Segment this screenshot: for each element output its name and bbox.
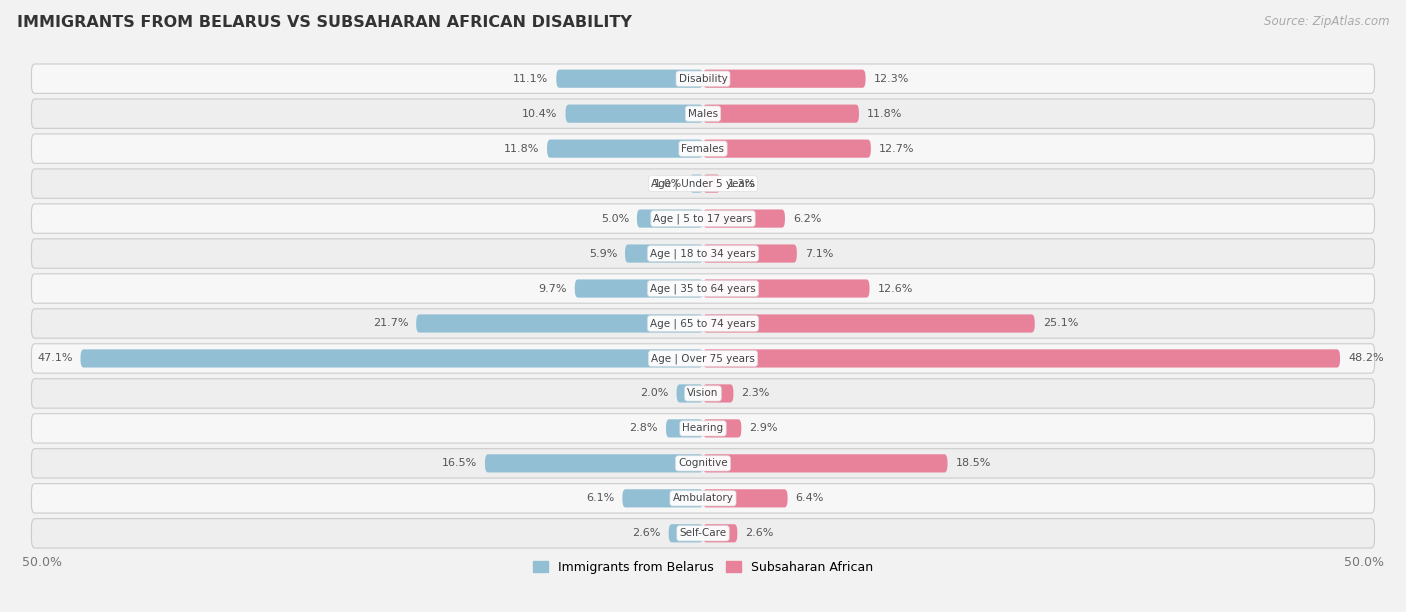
Text: 16.5%: 16.5%	[441, 458, 477, 468]
FancyBboxPatch shape	[31, 134, 1375, 163]
FancyBboxPatch shape	[666, 419, 703, 438]
Text: 9.7%: 9.7%	[538, 283, 567, 294]
Text: 1.0%: 1.0%	[654, 179, 682, 188]
FancyBboxPatch shape	[31, 518, 1375, 548]
FancyBboxPatch shape	[703, 244, 797, 263]
FancyBboxPatch shape	[31, 64, 1375, 94]
Text: 2.3%: 2.3%	[741, 389, 769, 398]
FancyBboxPatch shape	[31, 449, 1375, 478]
FancyBboxPatch shape	[703, 454, 948, 472]
Legend: Immigrants from Belarus, Subsaharan African: Immigrants from Belarus, Subsaharan Afri…	[527, 556, 879, 579]
FancyBboxPatch shape	[31, 239, 1375, 268]
FancyBboxPatch shape	[80, 349, 703, 368]
Text: 7.1%: 7.1%	[804, 248, 834, 258]
Text: Self-Care: Self-Care	[679, 528, 727, 539]
Text: 1.3%: 1.3%	[728, 179, 756, 188]
FancyBboxPatch shape	[31, 274, 1375, 303]
Text: 10.4%: 10.4%	[522, 109, 558, 119]
Text: 11.8%: 11.8%	[868, 109, 903, 119]
Text: 21.7%: 21.7%	[373, 318, 408, 329]
FancyBboxPatch shape	[547, 140, 703, 158]
Text: 6.4%: 6.4%	[796, 493, 824, 503]
Text: 48.2%: 48.2%	[1348, 354, 1384, 364]
FancyBboxPatch shape	[703, 419, 741, 438]
FancyBboxPatch shape	[31, 483, 1375, 513]
FancyBboxPatch shape	[703, 70, 866, 88]
Text: 2.6%: 2.6%	[745, 528, 773, 539]
Text: 12.6%: 12.6%	[877, 283, 912, 294]
FancyBboxPatch shape	[637, 209, 703, 228]
Text: 5.9%: 5.9%	[589, 248, 617, 258]
FancyBboxPatch shape	[626, 244, 703, 263]
FancyBboxPatch shape	[31, 99, 1375, 129]
FancyBboxPatch shape	[690, 174, 703, 193]
Text: Age | 65 to 74 years: Age | 65 to 74 years	[650, 318, 756, 329]
FancyBboxPatch shape	[703, 280, 869, 297]
FancyBboxPatch shape	[703, 140, 870, 158]
Text: 6.1%: 6.1%	[586, 493, 614, 503]
FancyBboxPatch shape	[575, 280, 703, 297]
Text: 12.7%: 12.7%	[879, 144, 914, 154]
Text: 25.1%: 25.1%	[1043, 318, 1078, 329]
Text: 18.5%: 18.5%	[956, 458, 991, 468]
FancyBboxPatch shape	[703, 315, 1035, 332]
Text: 2.9%: 2.9%	[749, 424, 778, 433]
Text: Hearing: Hearing	[682, 424, 724, 433]
Text: 6.2%: 6.2%	[793, 214, 821, 223]
Text: Age | 18 to 34 years: Age | 18 to 34 years	[650, 248, 756, 259]
FancyBboxPatch shape	[31, 169, 1375, 198]
Text: Age | 35 to 64 years: Age | 35 to 64 years	[650, 283, 756, 294]
FancyBboxPatch shape	[703, 105, 859, 123]
FancyBboxPatch shape	[669, 524, 703, 542]
Text: Age | Under 5 years: Age | Under 5 years	[651, 178, 755, 189]
FancyBboxPatch shape	[703, 174, 720, 193]
FancyBboxPatch shape	[703, 349, 1340, 368]
Text: Disability: Disability	[679, 73, 727, 84]
FancyBboxPatch shape	[703, 384, 734, 403]
Text: Males: Males	[688, 109, 718, 119]
Text: Vision: Vision	[688, 389, 718, 398]
Text: 11.8%: 11.8%	[503, 144, 538, 154]
FancyBboxPatch shape	[676, 384, 703, 403]
Text: 5.0%: 5.0%	[600, 214, 628, 223]
Text: Age | Over 75 years: Age | Over 75 years	[651, 353, 755, 364]
FancyBboxPatch shape	[557, 70, 703, 88]
FancyBboxPatch shape	[565, 105, 703, 123]
Text: IMMIGRANTS FROM BELARUS VS SUBSAHARAN AFRICAN DISABILITY: IMMIGRANTS FROM BELARUS VS SUBSAHARAN AF…	[17, 15, 631, 31]
Text: Females: Females	[682, 144, 724, 154]
FancyBboxPatch shape	[703, 209, 785, 228]
Text: 12.3%: 12.3%	[873, 73, 908, 84]
FancyBboxPatch shape	[31, 309, 1375, 338]
Text: 2.0%: 2.0%	[640, 389, 669, 398]
FancyBboxPatch shape	[623, 489, 703, 507]
Text: Cognitive: Cognitive	[678, 458, 728, 468]
FancyBboxPatch shape	[416, 315, 703, 332]
FancyBboxPatch shape	[703, 489, 787, 507]
FancyBboxPatch shape	[703, 524, 737, 542]
Text: 2.6%: 2.6%	[633, 528, 661, 539]
Text: 11.1%: 11.1%	[513, 73, 548, 84]
Text: 2.8%: 2.8%	[630, 424, 658, 433]
Text: Age | 5 to 17 years: Age | 5 to 17 years	[654, 214, 752, 224]
FancyBboxPatch shape	[31, 379, 1375, 408]
FancyBboxPatch shape	[31, 344, 1375, 373]
FancyBboxPatch shape	[31, 204, 1375, 233]
FancyBboxPatch shape	[31, 414, 1375, 443]
FancyBboxPatch shape	[485, 454, 703, 472]
Text: 47.1%: 47.1%	[37, 354, 73, 364]
Text: Source: ZipAtlas.com: Source: ZipAtlas.com	[1264, 15, 1389, 28]
Text: Ambulatory: Ambulatory	[672, 493, 734, 503]
